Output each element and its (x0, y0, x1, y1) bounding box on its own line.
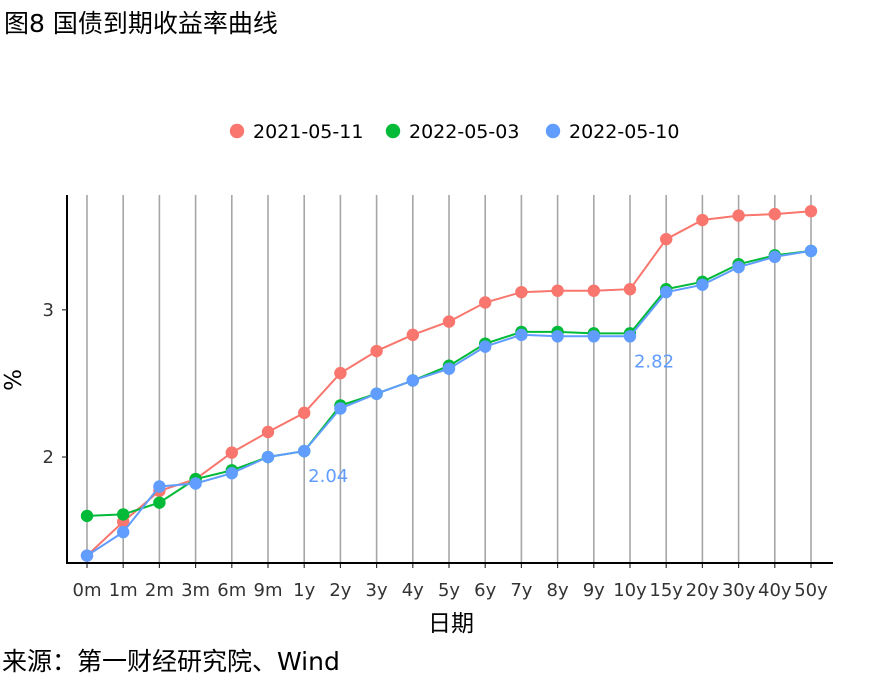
x-tick-label-50y: 50y (794, 580, 828, 601)
y-tick-label-2: 2 (43, 447, 54, 468)
data-point-2022-05-10-2m (153, 480, 166, 493)
figure-title: 图8 国债到期收益率曲线 (4, 9, 278, 38)
legend-label-2021-05-11: 2021-05-11 (253, 121, 363, 143)
data-point-2022-05-10-10y (623, 330, 637, 343)
data-point-2022-05-10-3y (370, 387, 383, 400)
figure-source: 来源：第一财经研究院、Wind (2, 647, 340, 676)
x-tick-label-7y: 7y (510, 580, 532, 601)
data-point-2022-05-10-9y (587, 330, 600, 343)
x-tick-label-0m: 0m (73, 580, 102, 601)
legend-key-2022-05-03 (385, 123, 401, 139)
data-point-2022-05-03-0m (80, 509, 94, 523)
x-tick-label-10y: 10y (613, 580, 647, 601)
x-tick-label-20y: 20y (686, 580, 720, 601)
legend-item-2021-05-11: 2021-05-11 (229, 121, 363, 143)
data-point-2021-05-11-4y (406, 328, 419, 342)
data-point-2022-05-03-2m (153, 496, 166, 509)
data-point-2021-05-11-8y (551, 284, 564, 297)
x-tick-label-6m: 6m (217, 580, 246, 601)
data-point-2022-05-10-2y (334, 402, 347, 415)
x-tick-label-6y: 6y (474, 580, 496, 601)
data-point-2022-05-10-9m (261, 450, 275, 464)
x-tick-label-4y: 4y (402, 580, 424, 601)
series-2022-05-10 (80, 244, 818, 562)
x-tick-label-2m: 2m (145, 580, 174, 601)
data-point-2021-05-11-15y (660, 232, 673, 246)
x-tick-label-8y: 8y (547, 580, 569, 601)
data-point-2022-05-10-6m (225, 467, 238, 480)
legend-item-2022-05-10: 2022-05-10 (545, 121, 679, 143)
data-point-2022-05-10-15y (660, 285, 673, 299)
data-point-2022-05-10-4y (406, 374, 419, 387)
data-point-2021-05-11-2y (334, 366, 347, 380)
annotation-10y: 2.82 (634, 351, 674, 372)
x-tick-label-1y: 1y (293, 580, 315, 601)
legend-key-2022-05-10 (545, 123, 561, 139)
legend-label-2022-05-03: 2022-05-03 (409, 121, 519, 143)
x-tick-labels: 0m 1m 2m 3m 6m 9m 1y 2y 3y 4y 5y 6y 7y 8y 9y 10y 15y 20y 3… (73, 580, 829, 601)
legend-label-2022-05-10: 2022-05-10 (569, 121, 679, 143)
x-tick-label-40y: 40y (758, 580, 792, 601)
data-point-2021-05-11-6m (225, 446, 238, 459)
data-point-2021-05-11-5y (442, 315, 456, 328)
data-point-2022-05-10-50y (804, 244, 818, 258)
y-tick-label-3: 3 (43, 300, 54, 321)
data-point-2022-05-10-6y (479, 340, 492, 353)
legend-item-2022-05-03: 2022-05-03 (385, 121, 519, 143)
x-tick-label-1m: 1m (109, 580, 138, 601)
legend: 2021-05-11 2022-05-03 2022-05-10 (229, 121, 679, 143)
x-tick-label-15y: 15y (649, 580, 683, 601)
data-point-2021-05-11-1y (298, 406, 311, 420)
data-point-2021-05-11-7y (515, 285, 528, 299)
data-point-2022-05-10-5y (442, 362, 456, 375)
data-point-2022-05-10-7y (515, 328, 528, 342)
x-tick-label-3y: 3y (366, 580, 388, 601)
x-tick-label-5y: 5y (438, 580, 460, 601)
data-point-2022-05-10-0m (80, 549, 94, 562)
y-tick-labels: 23 (43, 300, 54, 468)
data-point-2022-05-10-40y (768, 250, 781, 264)
x-tick-label-3m: 3m (181, 580, 210, 601)
grid (86, 195, 812, 563)
data-point-2022-05-10-3m (189, 477, 202, 490)
data-point-2022-05-03-1m (117, 508, 130, 521)
x-tick-label-30y: 30y (722, 580, 756, 601)
data-point-2022-05-10-20y (696, 278, 709, 291)
data-point-2022-05-10-8y (551, 330, 564, 343)
x-tick-label-9m: 9m (254, 580, 283, 601)
data-point-2021-05-11-40y (768, 207, 781, 221)
legend-key-2021-05-11 (229, 123, 245, 139)
data-point-2022-05-10-1y (298, 444, 311, 458)
annotation-1y: 2.04 (308, 466, 348, 487)
data-point-2021-05-11-10y (623, 283, 637, 296)
x-tick-label-2y: 2y (329, 580, 351, 601)
series-layer (80, 204, 818, 562)
data-point-2022-05-10-1m (117, 525, 130, 539)
data-point-2021-05-11-9y (587, 284, 600, 297)
annotation-layer: 2.04 2.82 (308, 351, 674, 487)
data-point-2021-05-11-6y (479, 296, 492, 309)
data-point-2021-05-11-30y (732, 209, 745, 222)
y-axis-title: % (1, 369, 27, 391)
data-point-2021-05-11-50y (804, 204, 818, 218)
data-point-2021-05-11-20y (696, 213, 709, 227)
data-point-2021-05-11-3y (370, 344, 383, 358)
data-point-2022-05-10-30y (732, 260, 745, 274)
x-axis-title: 日期 (428, 611, 474, 637)
x-tick-label-9y: 9y (583, 580, 605, 601)
data-point-2021-05-11-9m (261, 425, 275, 439)
axes (62, 195, 833, 568)
